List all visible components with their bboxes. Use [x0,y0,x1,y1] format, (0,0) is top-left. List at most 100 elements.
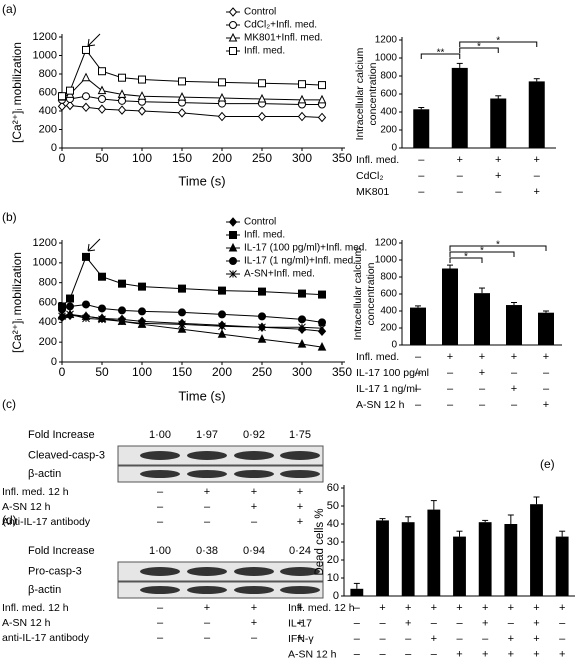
y-tick-label: 40 [327,518,339,530]
condition-label: A-SN 12 h [2,501,51,513]
x-tick-label: 150 [172,365,192,379]
condition-label: IL-17 [288,617,312,629]
bar [451,67,468,148]
condition-sign: + [534,186,540,198]
condition-sign: – [405,648,412,660]
marker [65,100,75,111]
blot-label: Cleaved-casp-3 [28,449,105,461]
x-axis-title: Time (s) [178,173,225,188]
condition-sign: – [157,632,164,644]
marker [298,80,306,89]
x-tick-label: 0 [59,365,66,379]
condition-sign: – [204,516,211,528]
marker [82,300,90,309]
y-tick-label: 1000 [375,53,398,64]
blot-band [140,586,180,594]
significance-bracket [449,257,483,263]
condition-sign: + [559,602,565,614]
condition-sign: – [543,367,550,379]
bar [410,307,426,345]
condition-sign: – [405,633,412,645]
significance-bracket [459,41,538,47]
marker [58,92,66,101]
condition-sign: – [379,617,386,629]
condition-sign: + [508,648,514,660]
y-axis-title: [Ca²⁺]ᵢ mobilization [10,252,24,353]
marker [297,111,307,122]
y-tick-label: 600 [380,89,397,100]
condition-sign: + [495,170,501,182]
marker [82,314,90,323]
bar [530,504,543,596]
condition-sign: + [379,602,385,614]
condition-sign: – [559,633,566,645]
marker [217,92,227,102]
legend-label: IL-17 (100 pg/ml)+Infl. med. [244,243,367,254]
condition-sign: – [204,501,211,513]
condition-label: Infl. med. 12 h [2,602,69,614]
marker [58,305,66,314]
marker [98,67,106,76]
condition-sign: + [405,617,411,629]
marker [218,78,226,87]
fold-label: Fold Increase [28,545,95,557]
y-tick-label: 30 [327,536,339,548]
condition-sign: – [157,617,164,629]
condition-label: Infl. med. 12 h [288,602,355,614]
condition-sign: – [157,602,164,614]
legend-label: Control [244,217,276,228]
y-tick-label: 0 [51,142,57,154]
x-tick-label: 250 [252,365,272,379]
condition-sign: + [559,648,565,660]
y-tick-label: 0 [333,590,339,602]
panel-label: (e) [540,457,555,471]
condition-sign: – [543,383,550,395]
condition-sign: – [511,399,518,411]
marker [317,94,327,104]
marker [138,307,146,316]
x-axis-title: Time (s) [178,388,225,403]
condition-label: Anti-IL-17 antibody [2,516,91,528]
blot-label: β-actin [28,584,61,596]
legend-marker [229,270,237,278]
marker [298,289,306,298]
bar [413,109,430,148]
blot-label: Pro-casp-3 [28,565,82,577]
blot-band [187,470,227,478]
condition-sign: – [204,632,211,644]
marker [118,73,126,82]
marker [118,317,126,326]
marker [317,112,327,123]
marker [82,45,90,54]
marker [138,319,146,328]
y-tick-label: 1200 [33,237,57,249]
marker [66,294,74,303]
condition-sign: + [479,351,485,363]
y-tick-label: 1000 [33,257,57,269]
blot-band [234,586,274,594]
y-tick-label: 800 [380,272,397,283]
bar [555,536,569,596]
marker [178,284,186,293]
condition-sign: – [479,399,486,411]
condition-sign: – [157,516,164,528]
condition-sign: – [251,632,258,644]
legend-marker [228,7,238,17]
y-axis-title: [Ca²⁺]ᵢ mobilization [10,42,24,143]
marker [82,92,90,101]
bar [427,509,441,596]
x-tick-label: 50 [95,365,109,379]
condition-sign: – [415,351,422,363]
marker [318,324,326,333]
condition-sign: + [204,602,210,614]
condition-sign: + [405,602,411,614]
bar [506,305,522,345]
condition-sign: – [418,186,425,198]
condition-sign: – [157,501,164,513]
y-tick-label: 1000 [375,255,398,266]
condition-sign: – [456,633,463,645]
marker [257,111,267,122]
x-tick-label: 100 [132,151,152,165]
condition-label: A-SN 12 h [288,648,337,660]
fold-value: 0·24 [289,545,311,557]
